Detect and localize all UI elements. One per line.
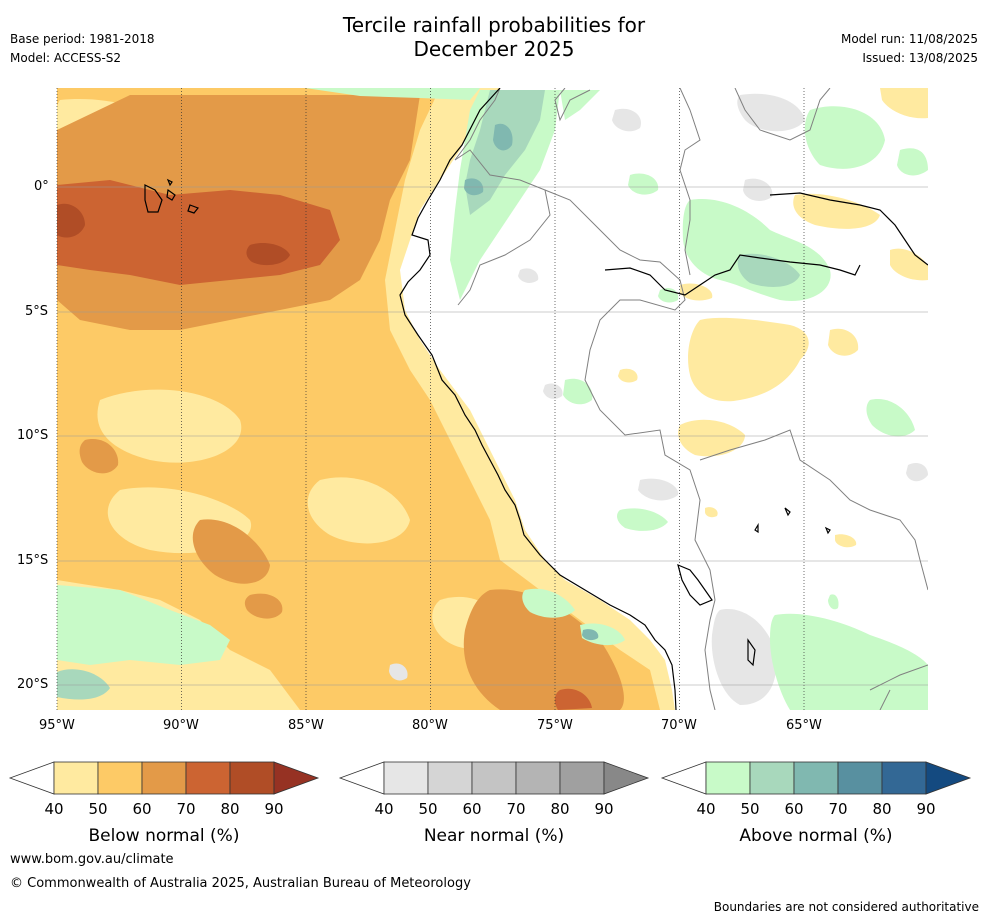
- colorbar-tick-label: 80: [872, 800, 892, 818]
- below-normal-colorbar: [8, 761, 320, 795]
- website-link[interactable]: www.bom.gov.au/climate: [10, 852, 174, 867]
- colorbar-tick-label: 50: [740, 800, 760, 818]
- colorbar-tick-label: 40: [44, 800, 64, 818]
- colorbar-tick-label: 80: [220, 800, 240, 818]
- colorbar-segment: [185, 761, 231, 795]
- colorbar-tick-label: 90: [264, 800, 284, 818]
- below-normal-colorbar-title: Below normal (%): [88, 826, 240, 846]
- colorbar-segment: [383, 761, 429, 795]
- colorbar-segment: [515, 761, 561, 795]
- colorbar-segment: [97, 761, 143, 795]
- base-period-label: Base period: 1981-2018: [10, 32, 155, 46]
- colorbar-segment: [229, 761, 275, 795]
- colorbar-segment: [427, 761, 473, 795]
- above-normal-colorbar-title: Above normal (%): [739, 826, 893, 846]
- lat-label-10s: 10°S: [17, 428, 49, 443]
- colorbar-tick-label: 60: [462, 800, 482, 818]
- lon-label-85w: 85°W: [288, 718, 324, 733]
- colorbar-segment: [881, 761, 927, 795]
- colorbar-tick-label: 50: [88, 800, 108, 818]
- colorbars: [8, 761, 972, 795]
- lat-label-15s: 15°S: [17, 553, 49, 568]
- country-boundaries: [454, 88, 928, 710]
- colorbar-under-triangle: [338, 761, 385, 795]
- land-below-normal-regions: [618, 88, 928, 548]
- colorbar-tick-label: 60: [784, 800, 804, 818]
- colorbar-tick-label: 90: [594, 800, 614, 818]
- model-label: Model: ACCESS-S2: [10, 51, 122, 65]
- colorbar-segment: [793, 761, 839, 795]
- lon-label-95w: 95°W: [39, 718, 75, 733]
- model-run-label: Model run: 11/08/2025: [840, 32, 978, 46]
- lon-label-90w: 90°W: [163, 718, 199, 733]
- lon-label-65w: 65°W: [786, 718, 822, 733]
- colorbar-under-triangle: [660, 761, 707, 795]
- colorbar-segment: [53, 761, 99, 795]
- colorbar-tick-label: 90: [916, 800, 936, 818]
- coastlines: [144, 88, 928, 710]
- probability-field: [57, 88, 928, 710]
- above-normal-regions: [57, 88, 928, 710]
- colorbar-tick-label: 40: [374, 800, 394, 818]
- colorbar-over-triangle: [273, 761, 320, 795]
- colorbar-under-triangle: [8, 761, 55, 795]
- colorbar-over-triangle: [603, 761, 650, 795]
- near-normal-regions: [389, 93, 928, 705]
- colorbar-tick-label: 70: [828, 800, 848, 818]
- near-normal-colorbar: [338, 761, 650, 795]
- colorbar-segment: [705, 761, 751, 795]
- lon-label-80w: 80°W: [412, 718, 448, 733]
- issued-label: Issued: 13/08/2025: [862, 51, 978, 65]
- colorbar-tick-label: 70: [176, 800, 196, 818]
- colorbar-segment: [471, 761, 517, 795]
- page-title: Tercile rainfall probabilities for Decem…: [0, 13, 988, 61]
- copyright-notice: © Commonwealth of Australia 2025, Austra…: [10, 876, 471, 891]
- colorbar-segment: [749, 761, 795, 795]
- colorbar-tick-label: 60: [132, 800, 152, 818]
- lat-label-20s: 20°S: [17, 677, 49, 692]
- near-normal-colorbar-title: Near normal (%): [423, 826, 565, 846]
- boundaries-disclaimer: Boundaries are not considered authoritat…: [713, 900, 979, 914]
- colorbar-over-triangle: [925, 761, 972, 795]
- lon-label-70w: 70°W: [661, 718, 697, 733]
- lat-label-5s: 5°S: [25, 304, 49, 319]
- lat-label-0: 0°: [34, 179, 49, 194]
- colorbar-tick-label: 50: [418, 800, 438, 818]
- lon-label-75w: 75°W: [537, 718, 573, 733]
- above-normal-colorbar: [660, 761, 972, 795]
- colorbar-segment: [559, 761, 605, 795]
- colorbar-tick-label: 80: [550, 800, 570, 818]
- title-line-2: December 2025: [413, 37, 575, 61]
- colorbar-tick-label: 70: [506, 800, 526, 818]
- title-line-1: Tercile rainfall probabilities for: [342, 13, 646, 37]
- colorbar-tick-label: 40: [696, 800, 716, 818]
- colorbar-segment: [837, 761, 883, 795]
- colorbar-segment: [141, 761, 187, 795]
